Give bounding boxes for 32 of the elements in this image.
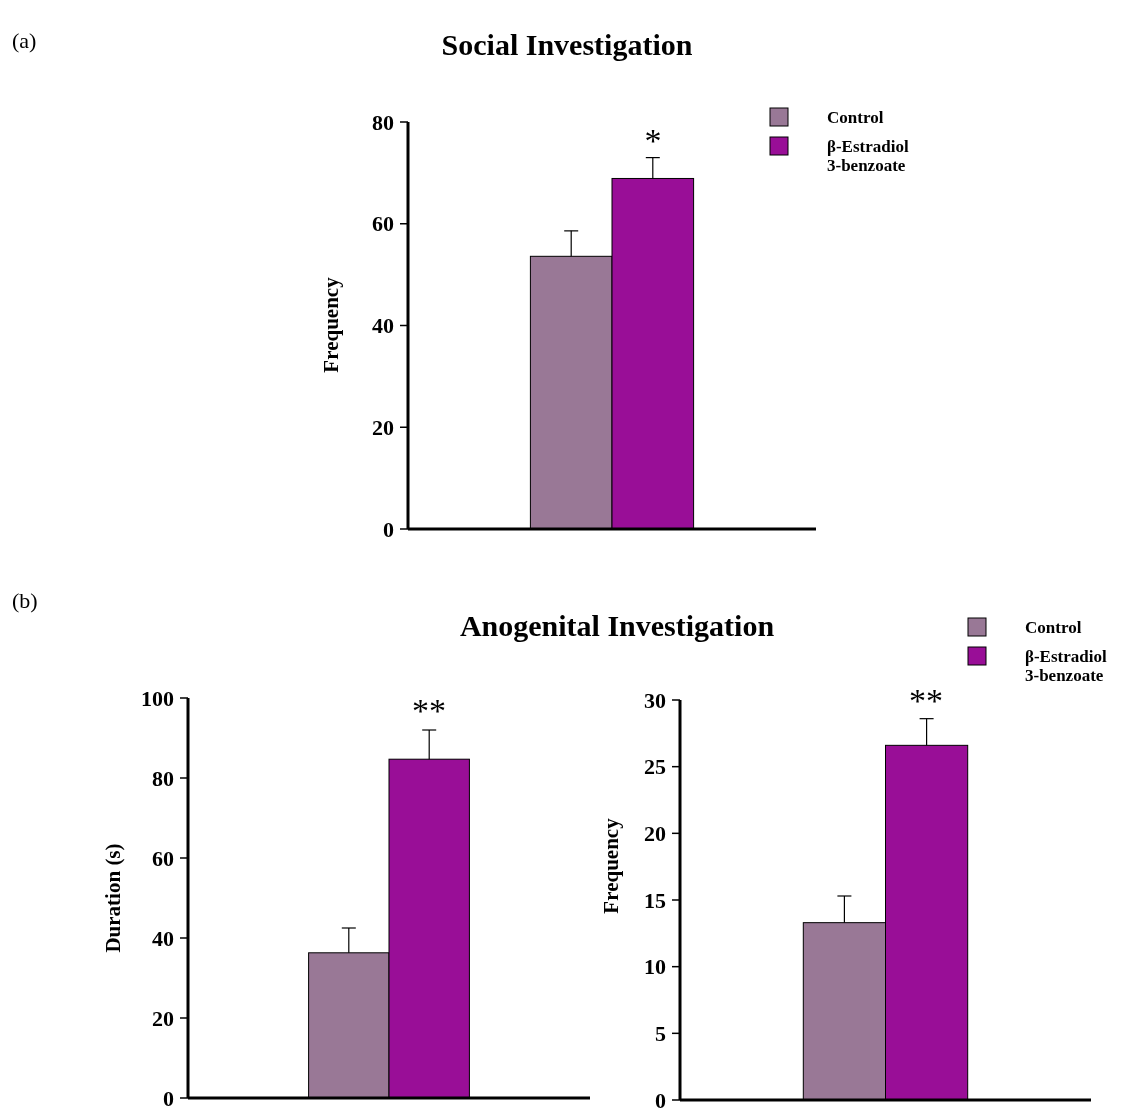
- annotation: *: [644, 122, 662, 159]
- y-tick-label: 80: [152, 765, 174, 791]
- text: (a): [12, 28, 37, 53]
- y-tick-label: 0: [383, 516, 394, 542]
- annotation: **: [412, 692, 446, 729]
- y-tick-label: 40: [152, 925, 174, 951]
- text: (b): [12, 588, 38, 613]
- y-axis-title: Frequency: [319, 276, 343, 373]
- y-tick-label: 100: [141, 685, 174, 711]
- y-tick-label: 25: [644, 754, 666, 780]
- legend-label: Control: [1025, 618, 1082, 637]
- y-tick-label: 15: [644, 887, 666, 913]
- chart-title: Social Investigation: [441, 28, 693, 61]
- y-tick-label: 10: [644, 954, 666, 980]
- y-tick-label: 0: [655, 1087, 666, 1113]
- chart-title: Anogenital Investigation: [459, 609, 775, 642]
- annotation: **: [909, 682, 943, 719]
- y-tick-label: 60: [372, 211, 394, 237]
- y-axis-title: Frequency: [599, 817, 623, 914]
- legend-label: β-Estradiol 3-benzoate: [1025, 647, 1107, 685]
- y-tick-label: 40: [372, 313, 394, 339]
- y-axis-title: Duration (s): [101, 843, 125, 953]
- y-tick-label: 20: [152, 1005, 174, 1031]
- y-tick-label: 80: [372, 109, 394, 135]
- y-tick-label: 60: [152, 845, 174, 871]
- y-tick-label: 0: [163, 1085, 174, 1111]
- y-tick-label: 5: [655, 1021, 666, 1047]
- legend-label: Control: [827, 108, 884, 127]
- y-tick-label: 20: [644, 821, 666, 847]
- y-tick-label: 20: [372, 414, 394, 440]
- legend-label: β-Estradiol 3-benzoate: [827, 137, 909, 175]
- y-tick-label: 30: [644, 687, 666, 713]
